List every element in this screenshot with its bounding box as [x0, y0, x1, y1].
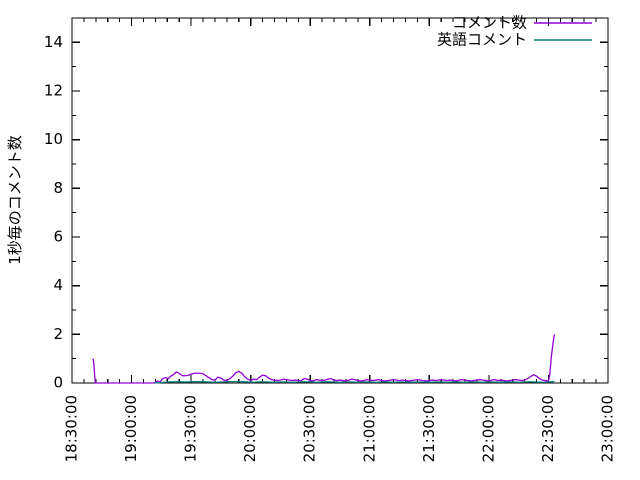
legend-label: コメント数: [452, 14, 527, 32]
x-tick-label: 21:00:00: [360, 395, 378, 462]
x-tick-label: 23:00:00: [599, 395, 617, 462]
series-line-english: [154, 380, 555, 384]
x-tick-label: 20:00:00: [241, 395, 259, 462]
x-tick-label: 22:00:00: [479, 395, 497, 462]
y-tick-label: 8: [53, 179, 63, 197]
x-tick-label: 20:30:00: [301, 395, 319, 462]
y-axis-title: 1秒毎のコメント数: [6, 135, 24, 265]
legend-label: 英語コメント: [437, 31, 527, 49]
y-tick-label: 10: [44, 130, 63, 148]
x-tick-label: 22:30:00: [539, 395, 557, 462]
y-tick-label: 2: [53, 325, 63, 343]
x-tick-label: 19:30:00: [182, 395, 200, 462]
plot-frame: [71, 17, 609, 384]
y-tick-labels-group: 0 2 4 6 8 10 12 14: [44, 33, 63, 392]
data-series-group: [92, 334, 556, 384]
series-line-comments: [92, 334, 556, 384]
y-tick-label: 4: [53, 276, 63, 294]
x-tick-label: 19:00:00: [122, 395, 140, 462]
y-tick-label: 14: [44, 33, 63, 51]
y-tick-label: 12: [44, 82, 63, 100]
y-tick-label: 6: [53, 228, 63, 246]
x-tick-label: 21:30:00: [420, 395, 438, 462]
x-tick-labels-group: 18:30:00 19:00:00 19:30:00 20:00:00 20:30:00…: [63, 395, 617, 462]
y-tick-label: 0: [53, 374, 63, 392]
x-tick-label: 18:30:00: [63, 395, 81, 462]
